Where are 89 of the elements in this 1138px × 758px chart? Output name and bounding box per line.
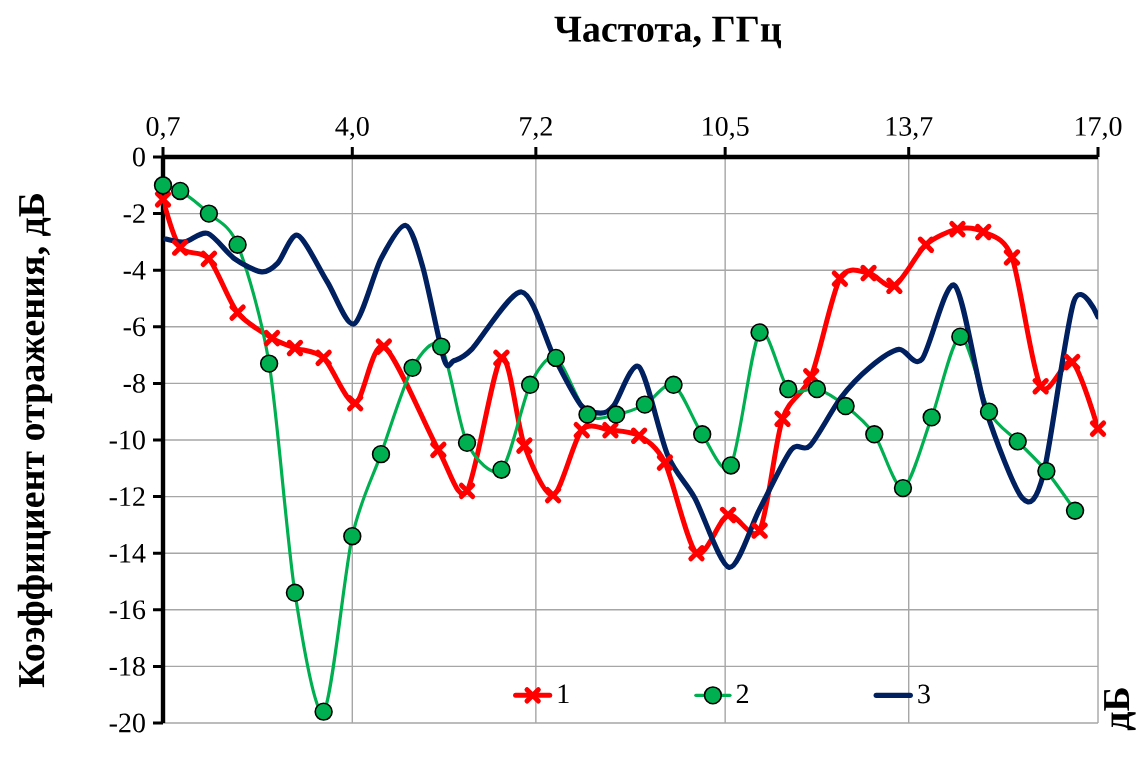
point xyxy=(457,433,477,453)
x-tick-label: 0,7 xyxy=(146,116,180,140)
point xyxy=(430,441,447,459)
point xyxy=(199,204,219,223)
y-tick-label: -14 xyxy=(109,543,146,563)
point xyxy=(774,410,791,427)
point xyxy=(371,444,391,464)
point xyxy=(314,702,333,721)
point xyxy=(917,236,935,253)
point xyxy=(1089,420,1107,437)
y-tick-label: -8 xyxy=(123,373,145,393)
point xyxy=(315,349,332,367)
point xyxy=(493,349,510,367)
y-tick-label: -6 xyxy=(123,317,146,337)
y-tick-label: -18 xyxy=(109,656,145,676)
point xyxy=(286,339,304,357)
legend-label: 1 xyxy=(558,684,569,704)
point xyxy=(285,583,305,603)
y-axis-title: Коэффициент отражения, дБ xyxy=(17,194,53,688)
point xyxy=(347,395,364,412)
point xyxy=(229,304,246,321)
point xyxy=(635,395,655,414)
point xyxy=(886,277,903,294)
point xyxy=(544,487,562,504)
point xyxy=(721,456,741,475)
x-tick-label: 10,5 xyxy=(703,116,749,140)
point xyxy=(922,408,941,427)
point xyxy=(602,421,619,439)
x-tick-label: 17,0 xyxy=(1075,116,1122,140)
point xyxy=(1032,378,1049,395)
point xyxy=(1037,461,1056,481)
x-tick-label: 4,0 xyxy=(335,116,369,140)
point xyxy=(656,454,674,471)
x-axis-title: Частота, ГГц xyxy=(554,16,782,49)
point xyxy=(807,379,827,399)
point xyxy=(664,375,683,394)
y-tick-label: -4 xyxy=(123,260,146,280)
point xyxy=(432,337,451,356)
y-tick-label: -12 xyxy=(109,487,145,506)
point xyxy=(343,527,362,546)
point xyxy=(578,405,597,424)
y-tick-label: -2 xyxy=(123,204,145,223)
point xyxy=(951,327,970,346)
y-tick-label: -10 xyxy=(109,430,145,450)
point xyxy=(750,323,769,342)
point xyxy=(865,425,884,444)
point xyxy=(719,506,737,524)
point xyxy=(403,358,422,378)
point xyxy=(860,264,877,282)
y-tick-label: -16 xyxy=(109,600,146,620)
point xyxy=(630,427,648,444)
point xyxy=(1003,249,1021,266)
x-tick-label: 13,7 xyxy=(886,117,933,140)
point xyxy=(492,460,511,479)
point xyxy=(546,348,566,368)
point xyxy=(688,545,705,562)
point xyxy=(949,221,966,238)
point xyxy=(458,482,476,500)
text: дБ xyxy=(1104,688,1136,731)
point xyxy=(693,425,712,444)
point xyxy=(516,437,533,454)
point xyxy=(606,405,626,424)
point xyxy=(171,181,190,201)
point xyxy=(172,239,189,256)
point xyxy=(259,354,279,373)
y-tick-label: 0 xyxy=(133,147,145,167)
point xyxy=(573,421,590,439)
point xyxy=(153,176,173,195)
legend-label: 2 xyxy=(736,684,749,704)
y-tick-label: -20 xyxy=(109,713,145,733)
point xyxy=(831,270,849,287)
point xyxy=(200,250,218,268)
point xyxy=(751,522,768,539)
point xyxy=(1064,354,1081,371)
point xyxy=(975,223,992,241)
point xyxy=(1065,501,1085,520)
point xyxy=(228,235,247,254)
point xyxy=(375,338,393,355)
point xyxy=(1008,432,1027,451)
legend-label: 3 xyxy=(918,684,930,704)
point xyxy=(803,368,820,385)
point xyxy=(263,329,281,347)
point xyxy=(979,402,999,421)
point xyxy=(836,396,855,416)
point xyxy=(154,191,172,208)
x-tick-label: 7,2 xyxy=(520,117,552,140)
point xyxy=(520,375,540,394)
point xyxy=(893,478,913,498)
point xyxy=(779,379,798,399)
